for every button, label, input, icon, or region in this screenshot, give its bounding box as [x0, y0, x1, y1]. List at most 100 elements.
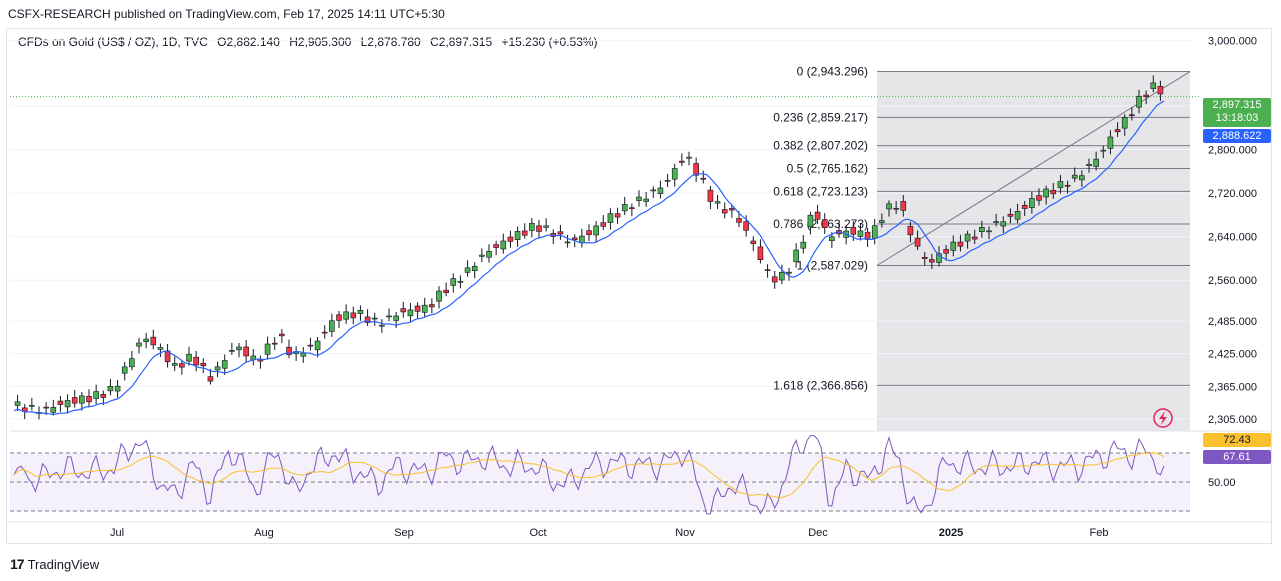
- alert-lightning-icon: [1153, 408, 1173, 428]
- time-axis-label: Dec: [808, 527, 828, 539]
- candle-up: [329, 320, 335, 332]
- candle-down: [1050, 189, 1057, 195]
- candle-up: [300, 352, 307, 357]
- candle-up: [357, 310, 364, 314]
- fib-level-label: 0.786 (2,663.273): [773, 217, 868, 231]
- candle-up: [1043, 188, 1049, 198]
- price-tick-label: 2,800.000: [1208, 145, 1257, 157]
- candle-up: [450, 278, 457, 286]
- candle-up: [93, 391, 99, 399]
- candle-up: [29, 405, 35, 407]
- candle-down: [1064, 184, 1071, 187]
- candle-down: [586, 230, 592, 235]
- candle-down: [207, 376, 214, 382]
- rsi-ma-value-tag: 67.61: [1203, 450, 1271, 464]
- candle-down: [43, 406, 49, 409]
- candle-down: [929, 259, 935, 263]
- candle-up: [1150, 82, 1157, 89]
- candle-up: [636, 196, 642, 201]
- candle-up: [1086, 163, 1092, 167]
- candle-up: [407, 309, 414, 317]
- time-axis-label: Oct: [529, 527, 546, 539]
- candle-down: [414, 305, 421, 312]
- rsi-line: [13, 435, 1165, 515]
- candle-down: [243, 346, 249, 357]
- candle-up: [593, 225, 599, 236]
- symbol-name[interactable]: CFDs on Gold (US$ / OZ), 1D, TVC: [18, 35, 208, 49]
- candle-up: [107, 386, 114, 392]
- candle-down: [707, 189, 714, 202]
- candle-down: [957, 241, 964, 247]
- candle-down: [971, 236, 978, 240]
- ohlc-high: H2,905.300: [289, 35, 352, 49]
- chart-frame: [6, 28, 1272, 544]
- candle-down: [771, 276, 778, 283]
- tradingview-logo-icon: 17: [10, 556, 25, 572]
- candle-down: [721, 209, 728, 214]
- candle-up: [786, 271, 792, 274]
- candle-up: [871, 225, 878, 239]
- candle-down: [850, 226, 857, 235]
- candle-up: [1093, 158, 1099, 167]
- ma-price-tag: 2,888.622: [1203, 129, 1271, 143]
- candle-up: [1107, 136, 1114, 149]
- candle-down: [629, 207, 635, 210]
- candle-down: [557, 231, 564, 235]
- candle-up: [479, 254, 485, 257]
- candle-up: [464, 267, 471, 273]
- candle-up: [1121, 117, 1128, 129]
- candle-down: [279, 333, 285, 337]
- candle-down: [350, 312, 357, 319]
- candle-down: [429, 304, 435, 308]
- candle-down: [164, 350, 171, 363]
- candle-up: [564, 241, 571, 244]
- candle-down: [864, 231, 871, 240]
- candle-down: [493, 244, 499, 248]
- candle-down: [286, 346, 292, 356]
- time-axis-label: Feb: [1090, 527, 1109, 539]
- fib-level-label: 0.618 (2,723.123): [773, 184, 868, 198]
- price-tick-label: 2,485.000: [1208, 316, 1257, 328]
- candle-down: [150, 336, 157, 346]
- candle-down: [764, 269, 771, 271]
- candle-up: [514, 231, 521, 240]
- candle-up: [393, 315, 399, 321]
- candle-down: [307, 344, 314, 347]
- candle-down: [1157, 86, 1164, 95]
- candle-up: [950, 241, 957, 251]
- symbol-info: CFDs on Gold (US$ / OZ), 1D, TVC O2,882.…: [18, 35, 604, 49]
- candle-up: [186, 353, 192, 362]
- fib-level-label: 1.618 (2,366.856): [773, 378, 868, 392]
- candle-up: [214, 366, 221, 371]
- candle-up: [1057, 181, 1064, 188]
- candle-up: [986, 230, 992, 233]
- candle-up: [807, 214, 814, 228]
- candle-down: [57, 400, 64, 405]
- candle-up: [643, 198, 649, 202]
- candle-down: [521, 230, 528, 236]
- candle-down: [193, 356, 199, 366]
- candle-up: [486, 251, 492, 258]
- time-axis-label: Jul: [110, 527, 124, 539]
- candle-down: [1036, 195, 1042, 201]
- candle-up: [14, 401, 21, 406]
- candle-up: [229, 349, 235, 352]
- candle-down: [179, 363, 185, 368]
- candle-up: [129, 358, 135, 368]
- candle-up: [386, 315, 392, 318]
- time-axis-label: Sep: [394, 527, 414, 539]
- candle-up: [800, 241, 807, 249]
- price-tick-label: 2,560.000: [1208, 275, 1257, 287]
- candle-down: [914, 237, 921, 247]
- candle-up: [314, 340, 321, 351]
- candle-up: [64, 400, 71, 408]
- tradingview-logo[interactable]: 17 TradingView: [10, 556, 99, 572]
- candle-up: [143, 338, 149, 342]
- candle-down: [600, 222, 607, 227]
- fib-level-label: 0.5 (2,765.162): [787, 162, 868, 176]
- candle-down: [1143, 94, 1149, 98]
- candle-down: [693, 163, 699, 176]
- candle-down: [71, 397, 78, 404]
- candle-down: [100, 394, 107, 398]
